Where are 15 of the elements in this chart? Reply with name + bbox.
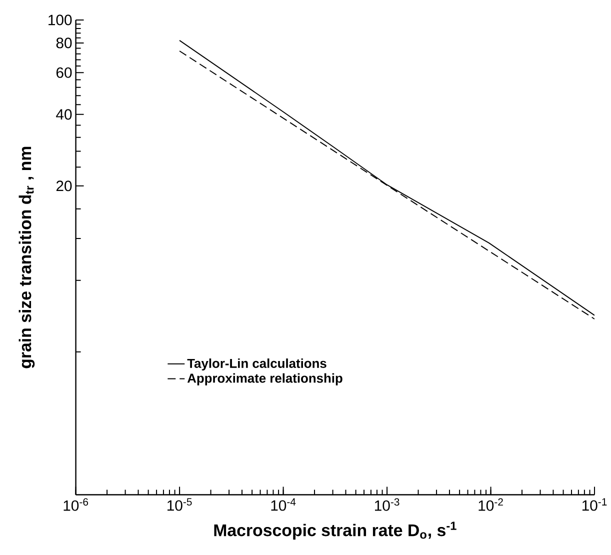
y-tick-label: 40 [56, 109, 72, 120]
x-axis-title: Macroscopic strain rate D$_{o}$, s$^{-1}$ [214, 522, 456, 540]
legend-label: Taylor-Lin calculations [187, 358, 326, 371]
x-tick-label: 10$^{-4}$ [271, 498, 296, 511]
y-axis-title: grain size transition d$_{tr}$ , nm [18, 147, 35, 368]
x-tick-label: 10$^{-1}$ [582, 498, 607, 511]
x-tick-label: 10$^{-3}$ [374, 498, 400, 512]
x-tick-label: 10$^{-6}$ [64, 498, 88, 512]
y-tick-label: 60 [56, 68, 72, 78]
y-tick-label: 20 [56, 180, 72, 192]
y-tick-label: 100 [48, 14, 72, 26]
legend-label: Approximate relationship [187, 373, 342, 386]
x-tick-label: 10$^{-5}$ [168, 498, 192, 511]
x-tick-label: 10$^{-2}$ [478, 498, 503, 512]
y-tick-label: 80 [56, 38, 72, 48]
